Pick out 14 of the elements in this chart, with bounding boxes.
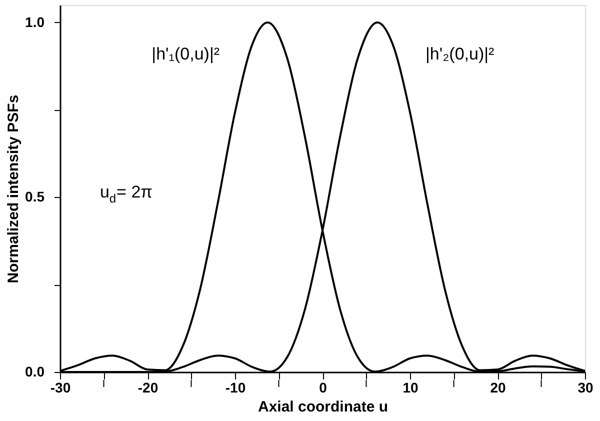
- x-tick-label: 20: [490, 380, 506, 396]
- x-tick-label: 30: [578, 380, 594, 396]
- x-tick-label: -30: [50, 380, 71, 396]
- x-tick-label: -10: [225, 380, 246, 396]
- series-label: |h'₂(0,u)|²: [425, 44, 495, 64]
- series-label: |h'₁(0,u)|²: [152, 44, 220, 64]
- y-axis-title: Normalized intensity PSFs: [5, 94, 22, 284]
- x-axis-title: Axial coordinate u: [258, 398, 388, 416]
- x-tick-label: 10: [402, 380, 418, 396]
- x-tick-label: -20: [138, 380, 158, 396]
- x-tick-label: 0: [319, 380, 328, 396]
- y-tick-label: 0.0: [25, 364, 45, 380]
- y-tick-label: 0.5: [25, 188, 45, 205]
- y-tick-label: 1.0: [25, 14, 45, 30]
